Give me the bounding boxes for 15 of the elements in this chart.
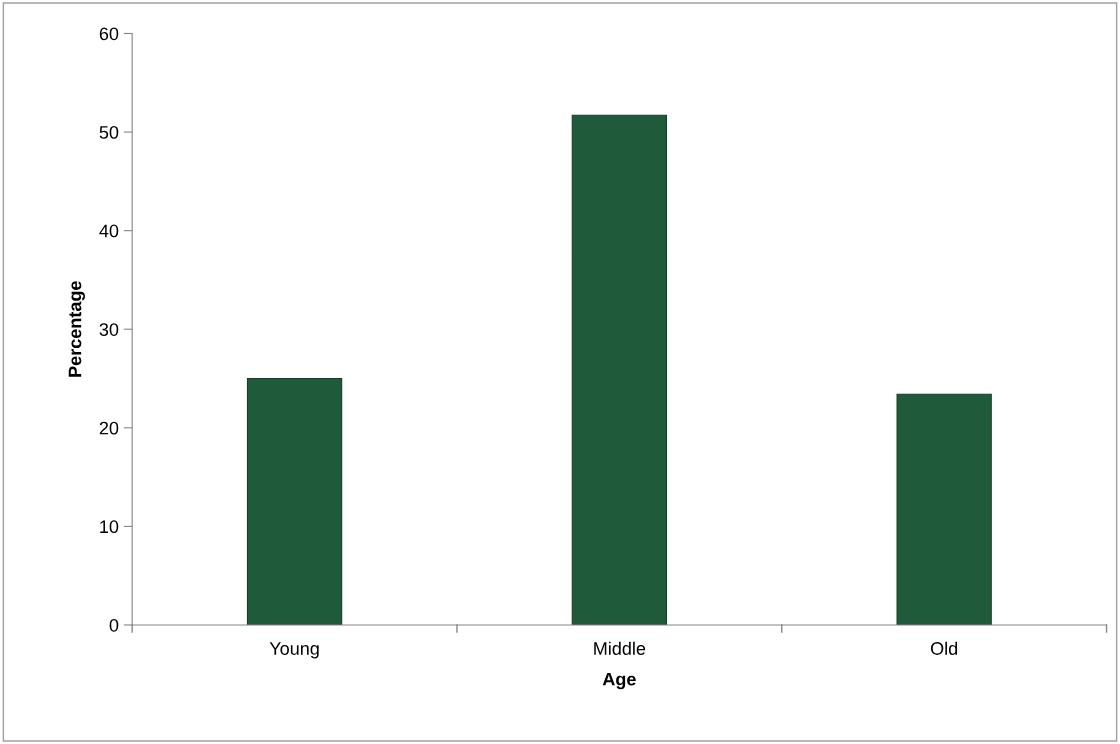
y-tick-label: 10 xyxy=(100,520,119,534)
y-tick-label: 0 xyxy=(109,618,119,632)
x-tick-label: Young xyxy=(269,642,319,659)
y-axis-title: Percentage xyxy=(68,281,85,377)
x-tick-label: Old xyxy=(930,641,958,655)
x-tick-label: Middle xyxy=(594,641,646,655)
bar xyxy=(246,377,343,625)
y-tick-label: 30 xyxy=(99,323,119,336)
y-tick-label: 40 xyxy=(99,224,119,238)
bar xyxy=(896,393,992,625)
x-axis-title: Age xyxy=(602,672,636,690)
y-tick-label: 60 xyxy=(99,27,119,41)
y-tick-label: 50 xyxy=(99,125,119,139)
bar xyxy=(571,114,668,625)
y-tick-label: 20 xyxy=(99,421,119,435)
